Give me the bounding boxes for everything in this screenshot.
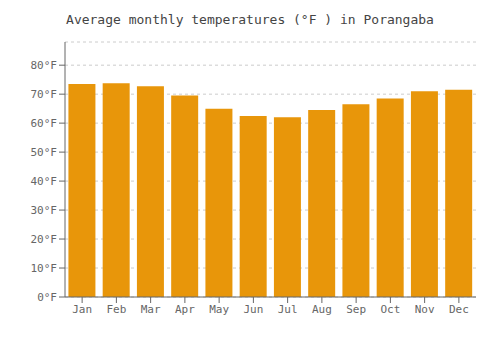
html-text:Average monthly temperatures (: Average monthly temperatures (°F ) in Po… <box>66 12 434 27</box>
svg-text:May: May <box>209 303 229 316</box>
svg-text:Dec: Dec <box>449 303 469 316</box>
svg-text:Mar: Mar <box>141 303 161 316</box>
svg-text:20°F: 20°F <box>31 233 58 246</box>
svg-text:50°F: 50°F <box>31 146 58 159</box>
svg-text:Aug: Aug <box>312 303 332 316</box>
svg-text:Nov: Nov <box>415 303 435 316</box>
svg-text:Jul: Jul <box>278 303 298 316</box>
svg-text:30°F: 30°F <box>31 204 58 217</box>
svg-text:Sep: Sep <box>346 303 366 316</box>
svg-text:0°F: 0°F <box>37 291 57 304</box>
svg-text:70°F: 70°F <box>31 88 58 101</box>
svg-text:Jun: Jun <box>243 303 263 316</box>
svg-text:60°F: 60°F <box>31 117 58 130</box>
svg-text:Jan: Jan <box>72 303 92 316</box>
svg-text:Oct: Oct <box>380 303 400 316</box>
svg-text:80°F: 80°F <box>31 59 58 72</box>
svg-text:Feb: Feb <box>106 303 126 316</box>
svg-text:40°F: 40°F <box>31 175 58 188</box>
svg-text:Apr: Apr <box>175 303 195 316</box>
svg-text:10°F: 10°F <box>31 262 58 275</box>
